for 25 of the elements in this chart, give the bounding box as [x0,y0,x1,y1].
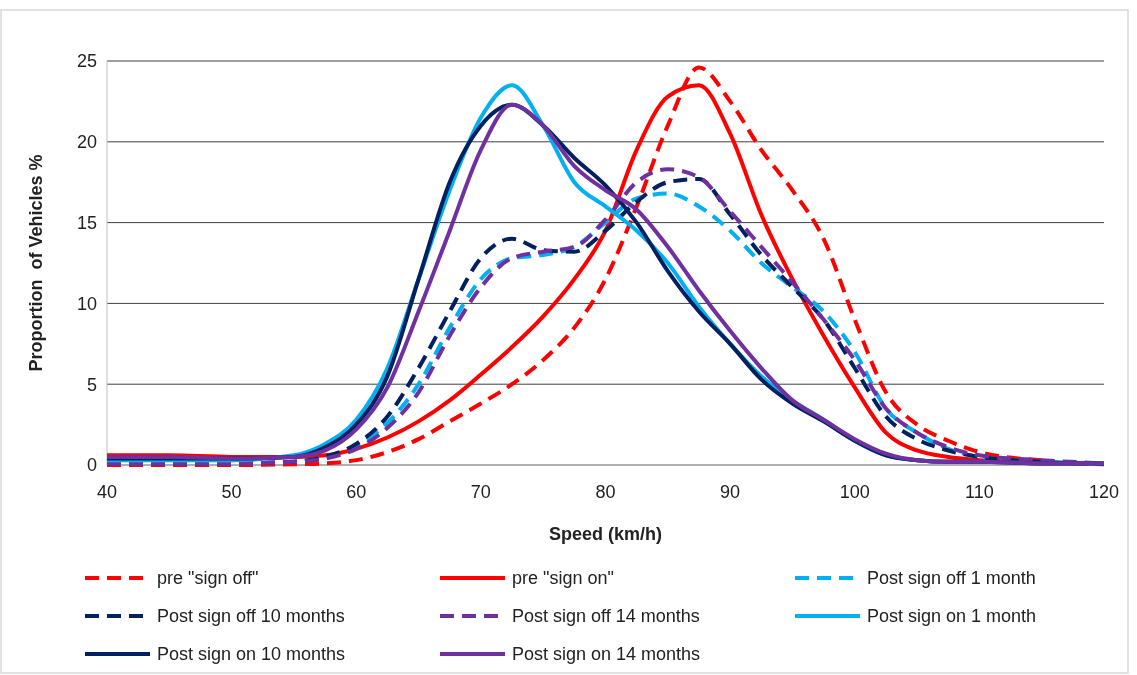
x-tick-label: 50 [221,482,242,502]
x-tick-label: 120 [1088,482,1120,502]
legend-label: Post sign off 10 months [157,606,345,627]
y-tick-label: 25 [76,51,97,72]
legend-label: Post sign off 1 month [867,568,1036,589]
x-tick-label: 60 [346,482,367,502]
legend-label: Post sign on 1 month [867,606,1037,627]
legend-label: pre "sign on" [512,568,614,589]
legend-label: Post sign on 10 months [157,644,346,665]
y-tick-label: 5 [86,374,97,395]
x-tick-label: 80 [595,482,616,502]
x-axis-title: Speed (km/h) [548,524,663,544]
x-tick-label: 40 [96,482,118,502]
legend-label: Post sign on 14 months [512,644,701,665]
legend-label: Post sign off 14 months [512,606,700,627]
legend-label: pre "sign off" [157,568,259,589]
x-tick-label: 70 [470,482,491,502]
y-tick-label: 10 [76,293,97,314]
y-tick-label: 20 [76,132,97,153]
x-tick-label: 90 [720,482,741,502]
y-tick-label: 0 [86,455,97,476]
x-tick-label: 100 [839,482,870,502]
x-tick-label: 110 [965,482,994,502]
y-axis-title: Proportion of Vehicles % [26,154,46,372]
y-tick-label: 15 [76,212,97,233]
